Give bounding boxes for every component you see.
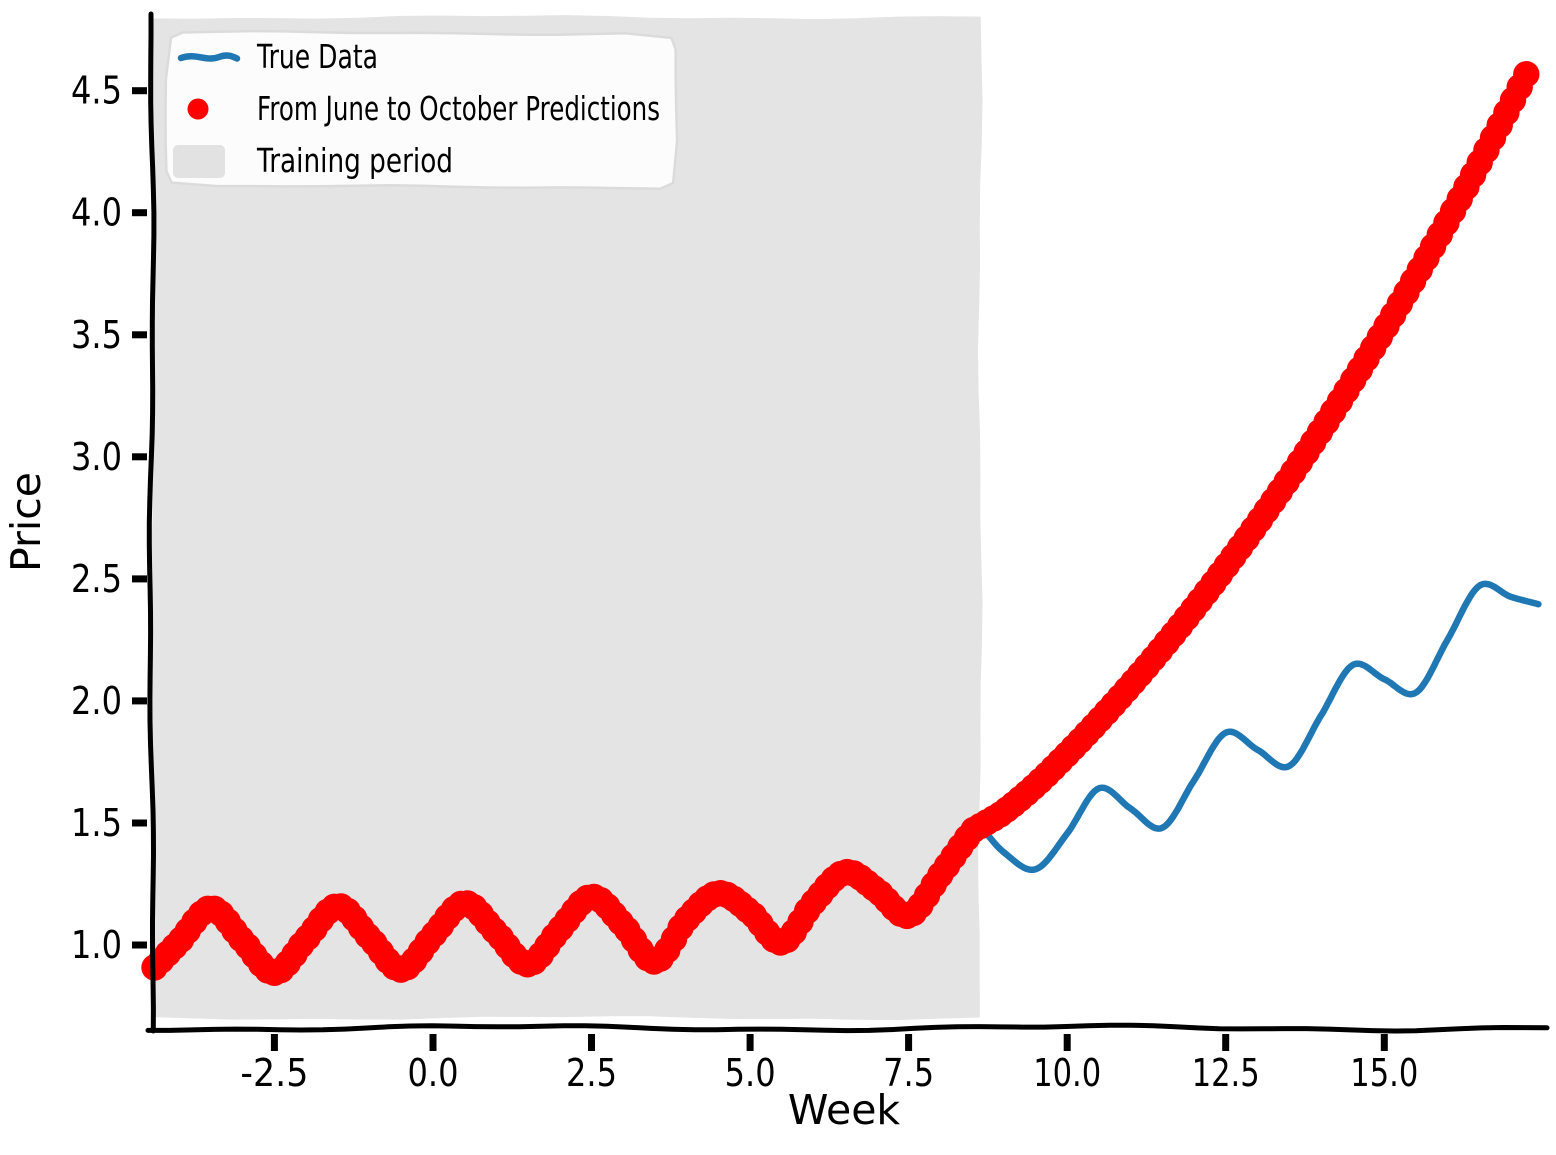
y-tick-mark — [132, 697, 147, 705]
x-tick-mark — [905, 1034, 913, 1051]
x-tick-mark — [1222, 1034, 1230, 1051]
legend-patch-swatch — [173, 145, 225, 178]
y-tick-label: 2.5 — [71, 557, 122, 601]
series-layer — [141, 60, 1542, 986]
legend-frame — [164, 29, 679, 191]
y-tick-label: 2.0 — [71, 679, 122, 723]
x-tick-mark — [588, 1034, 595, 1051]
y-tick-mark — [132, 575, 147, 583]
y-tick-mark — [132, 209, 147, 217]
legend-label-predictions: From June to October Predictions — [257, 89, 660, 128]
axes-layer — [145, 11, 1550, 1034]
x-tick-label: 5.0 — [725, 1051, 776, 1095]
y-tick-label: 3.5 — [71, 313, 122, 357]
legend-dot-swatch — [187, 98, 209, 120]
legend: True Data From June to October Predictio… — [164, 29, 679, 191]
prediction-dots — [141, 60, 1540, 986]
x-tick-mark — [270, 1034, 278, 1051]
x-tick-label: 7.5 — [883, 1051, 934, 1095]
training-region-layer — [149, 15, 983, 1021]
y-tick-mark — [132, 87, 147, 95]
y-axis-label: Price — [2, 472, 50, 572]
x-tick-label: 12.5 — [1192, 1051, 1260, 1095]
tick-layer: -2.5 0.0 2.5 5.0 7.5 10.0 12.5 15.0 1.0 1.5 2.0 2.5… — [71, 69, 1418, 1095]
y-tick-mark — [132, 453, 147, 461]
x-tick-label: 2.5 — [566, 1051, 617, 1095]
y-tick-mark — [132, 819, 147, 827]
x-tick-mark — [1380, 1034, 1388, 1051]
y-tick-label: 4.0 — [71, 191, 122, 235]
x-axis-label: Week — [788, 1086, 901, 1134]
legend-label-training-period: Training period — [256, 141, 453, 180]
y-axis-spine — [146, 11, 157, 1034]
y-tick-label: 1.5 — [71, 801, 122, 845]
y-tick-mark — [132, 941, 147, 949]
training-region — [149, 15, 983, 1021]
x-tick-label: 0.0 — [408, 1051, 459, 1095]
y-tick-label: 1.0 — [71, 923, 122, 967]
x-tick-label: 15.0 — [1350, 1051, 1418, 1095]
x-tick-mark — [429, 1034, 437, 1051]
legend-label-true-data: True Data — [256, 37, 378, 76]
true-data-line — [977, 580, 1542, 874]
y-tick-label: 4.5 — [71, 69, 122, 113]
x-tick-mark — [746, 1034, 754, 1051]
x-tick-label: -2.5 — [240, 1051, 308, 1095]
x-tick-label: 10.0 — [1033, 1051, 1101, 1095]
legend-line-swatch — [177, 52, 241, 62]
x-axis-spine — [145, 1022, 1550, 1034]
x-tick-mark — [1063, 1034, 1071, 1051]
y-tick-label: 3.0 — [71, 435, 122, 479]
prediction-dot — [1513, 60, 1540, 88]
y-tick-mark — [132, 331, 147, 339]
